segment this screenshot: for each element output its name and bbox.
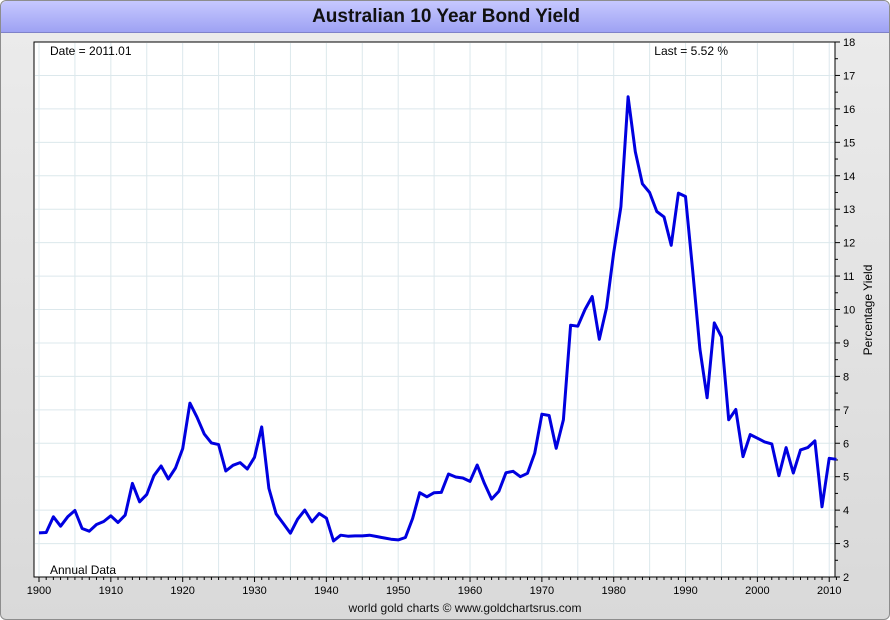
x-tick-label: 1900: [27, 585, 51, 597]
y-tick-label: 18: [843, 37, 855, 49]
x-tick-label: 1940: [314, 585, 338, 597]
x-tick-label: 2000: [745, 585, 769, 597]
footer-credit: world gold charts © www.goldchartsrus.co…: [348, 601, 582, 615]
y-tick-label: 14: [843, 171, 855, 183]
x-tick-label: 1930: [242, 585, 266, 597]
y-tick-label: 15: [843, 137, 855, 149]
x-tick-label: 1950: [386, 585, 410, 597]
y-tick-label: 12: [843, 238, 855, 250]
x-tick-label: 1990: [673, 585, 697, 597]
y-tick-label: 4: [843, 505, 849, 517]
series-line: [38, 95, 837, 543]
y-tick-label: 2: [843, 572, 849, 584]
y-axis: 2 3 4 5 6 7 8 9 10 11 12 13 14 15 16 17 18: [835, 37, 855, 584]
x-axis: 1900 1910 1920 1930 1940 1950 1960 1970 1980 1990…: [27, 577, 841, 597]
x-tick-label: 1920: [170, 585, 194, 597]
last-value-annotation: Last = 5.52 %: [654, 44, 728, 58]
y-tick-label: 9: [843, 338, 849, 350]
y-tick-label: 6: [843, 438, 849, 450]
y-tick-label: 10: [843, 305, 855, 317]
x-tick-label: 1970: [530, 585, 554, 597]
frequency-annotation: Annual Data: [50, 563, 116, 577]
y-axis-label: Percentage Yield: [861, 265, 875, 356]
date-annotation: Date = 2011.01: [50, 44, 132, 58]
x-tick-label: 1960: [458, 585, 482, 597]
y-tick-label: 16: [843, 104, 855, 116]
chart-title: Australian 10 Year Bond Yield: [312, 6, 580, 27]
series-group: [38, 95, 837, 543]
title-bar: Australian 10 Year Bond Yield: [1, 1, 889, 33]
y-tick-label: 5: [843, 472, 849, 484]
x-tick-label: 1910: [99, 585, 123, 597]
y-tick-label: 11: [843, 271, 854, 283]
y-tick-label: 13: [843, 204, 855, 216]
y-tick-label: 3: [843, 539, 849, 551]
y-tick-label: 17: [843, 70, 855, 82]
y-tick-label: 8: [843, 371, 849, 383]
y-tick-label: 7: [843, 405, 849, 417]
x-tick-label: 2010: [817, 585, 841, 597]
x-tick-label: 1980: [601, 585, 625, 597]
